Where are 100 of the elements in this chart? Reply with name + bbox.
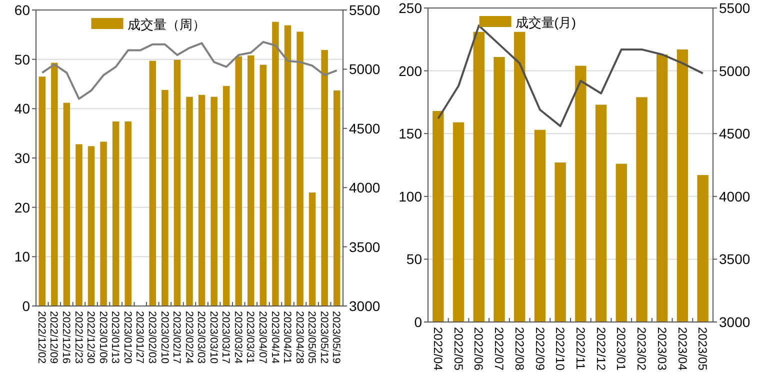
bar bbox=[186, 96, 193, 306]
bar bbox=[88, 146, 95, 306]
x-tick-label: 2022/06 bbox=[472, 327, 486, 371]
bar bbox=[63, 102, 70, 306]
bar bbox=[100, 142, 107, 306]
legend-label: 成交量(月) bbox=[515, 15, 576, 30]
x-tick-label: 2023/05/12 bbox=[318, 311, 330, 364]
bar bbox=[162, 90, 168, 306]
bar bbox=[38, 76, 46, 306]
bar bbox=[198, 94, 206, 306]
x-tick-label: 2023/01 bbox=[614, 327, 628, 371]
bar bbox=[554, 162, 566, 322]
x-tick-label: 2023/03/17 bbox=[220, 311, 232, 364]
y2-tick-label: 5000 bbox=[349, 61, 380, 78]
y2-tick-label: 4500 bbox=[719, 126, 750, 142]
bar bbox=[534, 130, 546, 322]
y2-tick-label: 3000 bbox=[349, 298, 380, 314]
x-tick-label: 2023/02/03 bbox=[146, 311, 158, 364]
bar bbox=[452, 122, 464, 322]
y-tick-label: 30 bbox=[14, 150, 30, 166]
x-tick-label: 2023/05/19 bbox=[330, 311, 342, 364]
x-tick-label: 2022/09 bbox=[532, 327, 547, 371]
bar bbox=[308, 192, 316, 306]
x-tick-label: 2023/04/21 bbox=[281, 311, 294, 364]
legend-label: 成交量（周） bbox=[127, 17, 206, 32]
bar bbox=[235, 56, 242, 306]
x-tick-label: 2023/03/31 bbox=[244, 311, 256, 364]
y2-tick-label: 3500 bbox=[719, 251, 750, 268]
bar bbox=[76, 144, 82, 306]
x-tick-label: 2022/12/02 bbox=[35, 311, 48, 364]
bar bbox=[51, 62, 58, 306]
bar bbox=[112, 121, 120, 306]
y2-tick-label: 4000 bbox=[719, 188, 750, 204]
y-tick-label: 100 bbox=[398, 188, 422, 204]
x-tick-label: 2023/01/06 bbox=[96, 311, 109, 364]
x-tick-label: 2023/01/13 bbox=[109, 311, 122, 364]
y-tick-label: 40 bbox=[14, 100, 30, 117]
bar bbox=[575, 66, 586, 322]
x-tick-label: 2022/07 bbox=[492, 327, 506, 371]
bar bbox=[272, 22, 279, 306]
bar bbox=[473, 32, 484, 322]
bar bbox=[616, 164, 627, 322]
bar bbox=[260, 64, 267, 306]
bar bbox=[248, 55, 254, 306]
y-tick-label: 250 bbox=[398, 0, 422, 16]
bar bbox=[333, 90, 340, 306]
bar bbox=[676, 49, 688, 322]
x-tick-label: 2022/12 bbox=[594, 327, 608, 371]
bar bbox=[149, 60, 156, 306]
y-tick-label: 50 bbox=[14, 51, 30, 68]
x-tick-label: 2023/02/24 bbox=[182, 311, 195, 364]
x-tick-label: 2023/02/17 bbox=[170, 311, 183, 364]
x-tick-label: 2022/12/09 bbox=[48, 311, 60, 364]
x-tick-label: 2023/03/10 bbox=[207, 311, 220, 364]
bar bbox=[284, 25, 292, 306]
x-tick-label: 2022/10 bbox=[553, 327, 568, 371]
x-tick-label: 2022/08 bbox=[512, 327, 526, 371]
y-tick-label: 150 bbox=[398, 126, 422, 142]
x-tick-label: 2023/02/10 bbox=[158, 311, 170, 364]
x-tick-label: 2022/11 bbox=[573, 327, 588, 370]
bar bbox=[296, 32, 304, 306]
y2-tick-label: 4000 bbox=[349, 180, 380, 196]
x-tick-label: 2022/12/30 bbox=[84, 311, 97, 364]
bar bbox=[514, 32, 526, 322]
x-tick-label: 2023/04/07 bbox=[256, 311, 269, 364]
y-tick-label: 60 bbox=[14, 2, 30, 18]
x-tick-label: 2023/03/24 bbox=[232, 311, 244, 364]
bar bbox=[174, 60, 181, 306]
y-tick-label: 10 bbox=[14, 248, 30, 265]
x-tick-label: 2023/05 bbox=[696, 327, 710, 371]
x-tick-label: 2023/04/14 bbox=[268, 311, 281, 364]
x-tick-label: 2022/12/23 bbox=[72, 311, 84, 364]
bar bbox=[432, 110, 444, 322]
y2-tick-label: 4500 bbox=[349, 120, 380, 136]
line-series bbox=[41, 40, 338, 100]
x-tick-label: 2023/03/03 bbox=[195, 311, 208, 364]
x-tick-label: 2023/04/28 bbox=[293, 311, 306, 364]
bar bbox=[124, 121, 132, 306]
y-tick-label: 200 bbox=[398, 62, 422, 79]
x-tick-label: 2023/03 bbox=[654, 327, 669, 371]
y2-tick-label: 3500 bbox=[349, 238, 380, 255]
y2-tick-label: 5500 bbox=[349, 2, 380, 18]
x-tick-label: 2022/12/16 bbox=[60, 311, 72, 364]
x-tick-label: 2022/04 bbox=[430, 327, 445, 371]
bar bbox=[656, 54, 668, 322]
bar bbox=[636, 97, 648, 322]
y2-tick-label: 5500 bbox=[719, 0, 750, 16]
bar bbox=[595, 104, 607, 322]
y-tick-label: 50 bbox=[406, 251, 422, 268]
y2-tick-label: 5000 bbox=[719, 62, 750, 79]
y-tick-label: 0 bbox=[414, 314, 422, 330]
bar bbox=[210, 96, 218, 306]
bar bbox=[321, 50, 328, 306]
bar bbox=[494, 56, 505, 322]
bar bbox=[222, 86, 230, 306]
x-tick-label: 2023/01/20 bbox=[121, 311, 134, 364]
x-tick-label: 2023/04 bbox=[675, 327, 690, 371]
y-tick-label: 20 bbox=[14, 199, 30, 216]
y-tick-label: 0 bbox=[22, 298, 30, 314]
x-tick-label: 2023/01/27 bbox=[134, 311, 146, 364]
